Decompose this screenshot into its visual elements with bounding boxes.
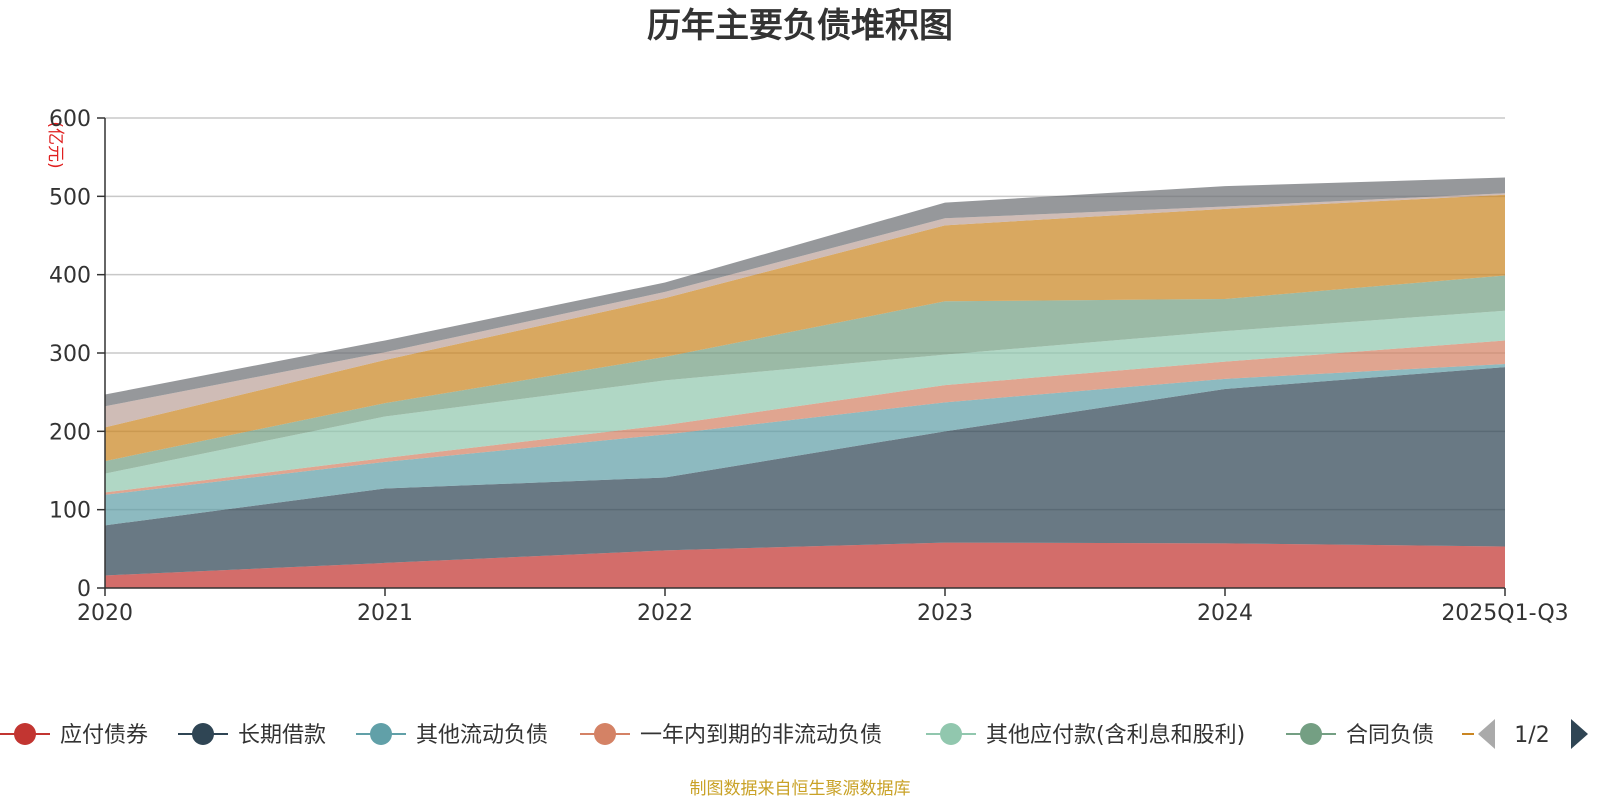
- x-tick-label: 2025Q1-Q3: [1441, 601, 1568, 626]
- area-series-6: [105, 194, 1505, 462]
- y-axis-unit-label: (亿元): [45, 121, 65, 168]
- area-series-1: [105, 367, 1505, 576]
- x-tick-label: 2024: [1197, 601, 1253, 626]
- data-source-note: 制图数据来自恒生聚源数据库: [690, 779, 911, 799]
- legend-item-4[interactable]: 其他应付款(含利息和股利): [926, 723, 1245, 748]
- y-tick-label: 600: [49, 107, 91, 132]
- x-tick-label: 2023: [917, 601, 973, 626]
- legend-item-label: 一年内到期的非流动负债: [640, 723, 882, 748]
- legend-circle-marker: [594, 723, 616, 745]
- area-series-2: [105, 363, 1505, 526]
- legend-item-3[interactable]: 一年内到期的非流动负债: [580, 723, 882, 748]
- area-series-3: [105, 340, 1505, 495]
- legend-item-0[interactable]: 应付债券: [0, 723, 148, 748]
- legend-item-label: 应付债券: [60, 723, 148, 748]
- legend-item-label: 长期借款: [238, 723, 326, 748]
- x-tick-label: 2022: [637, 601, 693, 626]
- legend-item-2[interactable]: 其他流动负债: [356, 723, 548, 748]
- legend-item-label: 其他应付款(含利息和股利): [986, 723, 1245, 748]
- y-tick-label: 500: [49, 185, 91, 210]
- y-tick-label: 400: [49, 264, 91, 289]
- area-series-0: [105, 542, 1505, 588]
- legend-item-label: 其他流动负债: [416, 723, 548, 748]
- legend-circle-marker: [370, 723, 392, 745]
- x-tick-label: 2020: [77, 601, 133, 626]
- x-tick-label: 2021: [357, 601, 413, 626]
- area-series-group: [105, 177, 1505, 588]
- legend-prev-page-icon[interactable]: [1478, 719, 1495, 749]
- y-tick-label: 0: [77, 577, 91, 602]
- legend-item-1[interactable]: 长期借款: [178, 723, 326, 748]
- legend-circle-marker: [14, 723, 36, 745]
- legend-item-5[interactable]: 合同负债: [1286, 723, 1434, 748]
- legend-circle-marker: [192, 723, 214, 745]
- legend-circle-marker: [1300, 723, 1322, 745]
- area-series-4: [105, 310, 1505, 493]
- legend-page-indicator: 1/2: [1514, 723, 1549, 748]
- legend-circle-marker: [940, 723, 962, 745]
- legend[interactable]: 应付债券 长期借款 其他流动负债 一年内到期的非流动负债 其他应付款(含利息和股利) 合同…: [0, 710, 1600, 758]
- chart-title: 历年主要负债堆积图: [647, 6, 953, 46]
- y-tick-label: 200: [49, 420, 91, 445]
- area-series-5: [105, 275, 1505, 474]
- legend-next-page-icon[interactable]: [1571, 719, 1588, 749]
- axes: 0 100 200 300 400 500 600 2020 2021 2022 2023 2024 2…: [49, 107, 1569, 626]
- y-tick-label: 100: [49, 499, 91, 524]
- legend-item-label: 合同负债: [1346, 723, 1434, 748]
- y-tick-label: 300: [49, 342, 91, 367]
